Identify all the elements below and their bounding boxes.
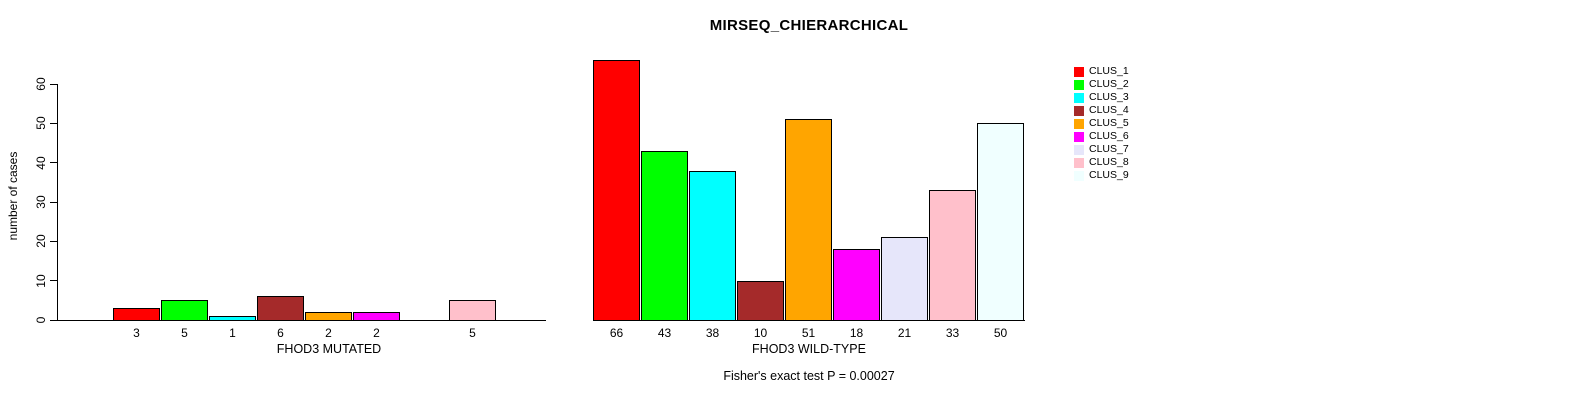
bar-value-label: 50 (993, 326, 1008, 340)
y-axis-tick (50, 240, 57, 242)
bar-value-label: 6 (277, 326, 284, 340)
bar-value-label: 51 (801, 326, 816, 340)
legend: CLUS_1 CLUS_2 CLUS_3 CLUS_4 CLUS_5 CLUS_6 CLUS… (1074, 65, 1129, 182)
bar-clus_6 (833, 249, 880, 321)
y-axis-tick (50, 201, 57, 203)
legend-item-clus_2: CLUS_2 (1074, 78, 1129, 91)
bar-clus_9 (977, 123, 1024, 321)
legend-swatch-icon (1074, 144, 1084, 155)
legend-label: CLUS_4 (1089, 104, 1129, 116)
legend-label: CLUS_3 (1089, 91, 1129, 103)
bar-value-label: 5 (181, 326, 188, 340)
legend-label: CLUS_8 (1089, 156, 1129, 168)
bar-value-label: 10 (753, 326, 768, 340)
bar-clus_8 (449, 300, 496, 321)
bar-value-label: 33 (945, 326, 960, 340)
legend-swatch-icon (1074, 105, 1084, 116)
bar-value-label: 2 (373, 326, 380, 340)
y-axis-tick (50, 319, 57, 321)
bar-clus_3 (209, 316, 256, 321)
legend-label: CLUS_9 (1089, 169, 1129, 181)
bar-clus_4 (737, 281, 784, 321)
y-axis-line (57, 84, 58, 321)
legend-label: CLUS_1 (1089, 65, 1129, 77)
bar-clus_5 (785, 119, 832, 321)
legend-swatch-icon (1074, 131, 1084, 142)
legend-label: CLUS_6 (1089, 130, 1129, 142)
legend-item-clus_3: CLUS_3 (1074, 91, 1129, 104)
legend-label: CLUS_7 (1089, 143, 1129, 155)
chart-title: MIRSEQ_CHIERARCHICAL (709, 17, 909, 34)
legend-item-clus_9: CLUS_9 (1074, 169, 1129, 182)
bar-clus_6 (353, 312, 400, 321)
bar-value-label: 2 (325, 326, 332, 340)
y-axis-tick (50, 162, 57, 164)
legend-swatch-icon (1074, 118, 1084, 129)
x-axis-label-mutated: FHOD3 MUTATED (276, 342, 382, 356)
legend-label: CLUS_5 (1089, 117, 1129, 129)
x-axis-label-wildtype: FHOD3 WILD-TYPE (752, 342, 866, 356)
bar-clus_2 (161, 300, 208, 321)
bar-value-label: 66 (609, 326, 624, 340)
legend-item-clus_7: CLUS_7 (1074, 143, 1129, 156)
bar-clus_3 (689, 171, 736, 321)
y-axis-label: number of cases (6, 151, 20, 241)
y-axis-tick (50, 83, 57, 85)
y-axis-tick (50, 280, 57, 282)
bar-clus_4 (257, 296, 304, 321)
bar-value-label: 38 (705, 326, 720, 340)
bar-value-label: 1 (229, 326, 236, 340)
bar-clus_1 (113, 308, 160, 321)
legend-item-clus_1: CLUS_1 (1074, 65, 1129, 78)
bar-value-label: 43 (657, 326, 672, 340)
bar-value-label: 18 (849, 326, 864, 340)
y-axis-tick-label: 30 (34, 195, 48, 209)
legend-label: CLUS_2 (1089, 78, 1129, 90)
legend-swatch-icon (1074, 170, 1084, 181)
bar-clus_7 (881, 237, 928, 321)
bar-value-label: 3 (133, 326, 140, 340)
bar-value-label: 21 (897, 326, 912, 340)
bar-clus_1 (593, 60, 640, 321)
legend-swatch-icon (1074, 66, 1084, 77)
y-axis-tick-label: 20 (34, 234, 48, 249)
legend-swatch-icon (1074, 79, 1084, 90)
legend-item-clus_4: CLUS_4 (1074, 104, 1129, 117)
y-axis-tick-label: 50 (34, 116, 48, 131)
y-axis-tick-label: 10 (34, 273, 48, 288)
y-axis-tick-label: 0 (34, 316, 48, 324)
fisher-test-annotation: Fisher's exact test P = 0.00027 (723, 369, 895, 383)
legend-swatch-icon (1074, 157, 1084, 168)
bar-clus_8 (929, 190, 976, 321)
bar-value-label: 5 (469, 326, 476, 340)
bar-clus_2 (641, 151, 688, 321)
y-axis-tick-label: 40 (34, 155, 48, 170)
bar-clus_5 (305, 312, 352, 321)
legend-item-clus_5: CLUS_5 (1074, 117, 1129, 130)
legend-item-clus_6: CLUS_6 (1074, 130, 1129, 143)
legend-swatch-icon (1074, 92, 1084, 103)
legend-item-clus_8: CLUS_8 (1074, 156, 1129, 169)
y-axis-tick-label: 60 (34, 77, 48, 91)
y-axis-tick (50, 122, 57, 124)
